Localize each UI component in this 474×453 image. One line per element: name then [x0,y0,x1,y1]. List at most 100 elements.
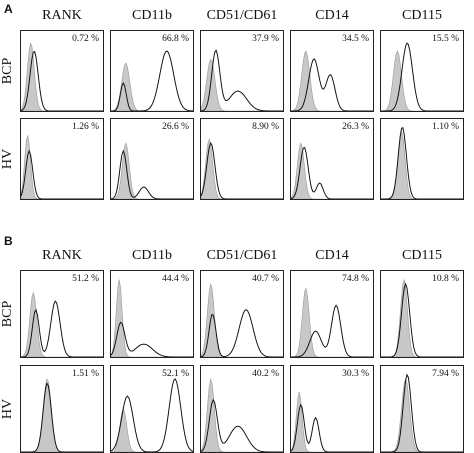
histogram-plot: 66.8 % [110,30,194,112]
stained-histogram [291,403,373,452]
isotype-histogram [21,378,103,452]
histogram-svg [201,283,283,357]
histogram-svg [21,42,103,111]
histogram-svg [111,279,193,357]
isotype-histogram [201,137,283,199]
histogram-plot: 26.3 % [290,118,374,200]
isotype-histogram [381,129,463,199]
panel-letter: A [4,2,13,16]
histogram-plot: 0.72 % [20,30,104,112]
column-header: CD115 [402,248,442,263]
isotype-histogram [381,377,463,452]
row-label: HV [0,398,15,420]
isotype-histogram [291,50,373,111]
stained-histogram [21,149,103,199]
stained-histogram [21,300,103,357]
histogram-svg [381,373,463,452]
percent-positive-label: 10.8 % [432,274,459,284]
percent-positive-label: 40.2 % [252,369,279,379]
isotype-histogram [291,287,373,357]
percent-positive-label: 7.94 % [432,369,459,379]
stained-histogram [201,49,283,111]
histogram-plot: 26.6 % [110,118,194,200]
isotype-histogram [201,378,283,452]
percent-positive-label: 1.51 % [72,369,99,379]
stained-histogram [201,309,283,357]
stained-histogram [381,373,463,452]
percent-positive-label: 1.10 % [432,122,459,132]
column-header: CD11b [132,8,172,23]
histogram-plot: 40.2 % [200,365,284,453]
percent-positive-label: 15.5 % [432,34,459,44]
percent-positive-label: 37.9 % [252,34,279,44]
isotype-histogram [21,42,103,111]
stained-histogram [201,142,283,199]
histogram-svg [111,50,193,111]
column-header: CD14 [315,8,349,23]
histogram-plot: 7.94 % [380,365,464,453]
isotype-histogram [111,142,193,199]
histogram-plot: 10.8 % [380,270,464,358]
stained-histogram [111,50,193,111]
isotype-histogram [291,142,373,199]
percent-positive-label: 40.7 % [252,274,279,284]
row-label: BCP [0,57,15,85]
histogram-svg [291,391,373,452]
percent-positive-label: 26.6 % [162,122,189,132]
histogram-svg [21,378,103,452]
percent-positive-label: 51.2 % [72,274,99,284]
column-header: CD51/CD61 [206,8,278,23]
percent-positive-label: 66.8 % [162,34,189,44]
histogram-svg [201,49,283,111]
isotype-histogram [111,279,193,357]
isotype-histogram [201,283,283,357]
isotype-histogram [291,391,373,452]
percent-positive-label: 0.72 % [72,34,99,44]
histogram-svg [201,378,283,452]
percent-positive-label: 30.3 % [342,369,369,379]
column-header: CD11b [132,248,172,263]
stained-histogram [291,146,373,199]
histogram-plot: 37.9 % [200,30,284,112]
stained-histogram [291,58,373,111]
percent-positive-label: 26.3 % [342,122,369,132]
histogram-svg [291,50,373,111]
histogram-plot: 1.51 % [20,365,104,453]
percent-positive-label: 8.90 % [252,122,279,132]
column-header: CD51/CD61 [206,248,278,263]
histogram-svg [111,142,193,199]
stained-histogram [21,382,103,452]
stained-histogram [291,304,373,357]
stained-histogram [111,321,193,357]
stained-histogram [381,282,463,357]
histogram-plot: 51.2 % [20,270,104,358]
histogram-plot: 44.4 % [110,270,194,358]
histogram-svg [381,278,463,357]
histogram-plot: 34.5 % [290,30,374,112]
isotype-histogram [381,50,463,111]
row-label: BCP [0,300,15,328]
stained-histogram [111,149,193,199]
isotype-histogram [21,135,103,199]
percent-positive-label: 74.8 % [342,274,369,284]
percent-positive-label: 52.1 % [162,369,189,379]
histogram-svg [21,135,103,199]
histogram-plot: 1.10 % [380,118,464,200]
histogram-svg [381,126,463,199]
percent-positive-label: 34.5 % [342,34,369,44]
stained-histogram [381,126,463,199]
percent-positive-label: 1.26 % [72,122,99,132]
percent-positive-label: 44.4 % [162,274,189,284]
column-header: RANK [42,8,82,23]
isotype-histogram [111,62,193,111]
isotype-histogram [21,291,103,357]
histogram-svg [21,291,103,357]
histogram-svg [111,378,193,452]
column-header: RANK [42,248,82,263]
histogram-svg [381,42,463,111]
column-header: CD14 [315,248,349,263]
histogram-plot: 40.7 % [200,270,284,358]
histogram-plot: 8.90 % [200,118,284,200]
column-header: CD115 [402,8,442,23]
stained-histogram [21,50,103,111]
